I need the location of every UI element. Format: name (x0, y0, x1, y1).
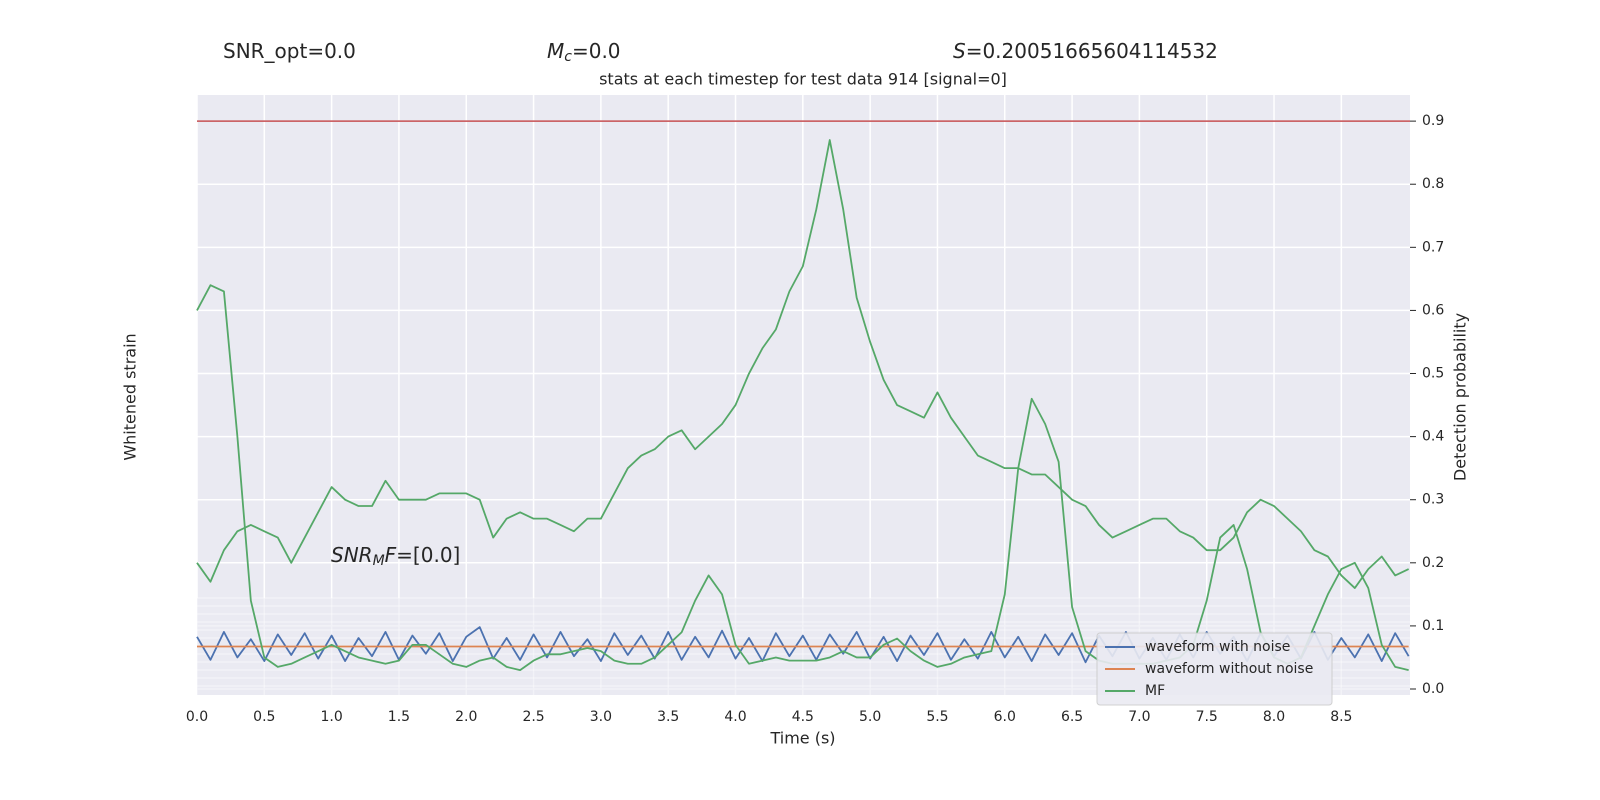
x-tick-label: 5.0 (859, 709, 881, 725)
y2-tick-label: 0.4 (1422, 429, 1444, 445)
annotation-part: =0.20051665604114532 (966, 39, 1218, 63)
x-tick-label: 7.5 (1196, 709, 1218, 725)
y2-tick-label: 0.3 (1422, 492, 1444, 508)
x-tick-label: 0.5 (253, 709, 275, 725)
x-tick-label: 8.0 (1263, 709, 1285, 725)
y2-tick-label: 0.9 (1422, 113, 1444, 129)
y2-tick-label: 0.0 (1422, 681, 1444, 697)
annotation: S=0.20051665604114532 (953, 39, 1218, 63)
annotation: Mc=0.0 (547, 39, 621, 66)
annotation-part: S (953, 39, 966, 63)
x-tick-label: 5.5 (926, 709, 948, 725)
legend-label: MF (1145, 683, 1165, 699)
probability-line (196, 139, 1410, 589)
legend-label: waveform with noise (1145, 639, 1290, 655)
x-tick-label: 7.0 (1128, 709, 1150, 725)
annotation-part: =[0.0] (396, 543, 460, 567)
annotation-part: SNR_opt=0.0 (223, 39, 356, 63)
x-tick-label: 8.5 (1330, 709, 1352, 725)
x-tick-label: 4.0 (724, 709, 746, 725)
y2-tick-label: 0.5 (1422, 366, 1444, 382)
series-line (196, 284, 1409, 671)
marks (196, 120, 1410, 671)
y2-tick-label: 0.1 (1422, 618, 1444, 634)
annotation-part: F (385, 543, 397, 567)
x-tick-label: 2.5 (522, 709, 544, 725)
x-tick-label: 6.5 (1061, 709, 1083, 725)
legend-box (1096, 632, 1333, 706)
x-tick-label: 3.5 (657, 709, 679, 725)
x-tick-label: 0.0 (186, 709, 208, 725)
y2-tick-label: 0.8 (1422, 176, 1444, 192)
x-tick-label: 3.0 (590, 709, 612, 725)
x-tick-label: 1.0 (320, 709, 342, 725)
x-tick-label: 1.5 (388, 709, 410, 725)
chart-title: stats at each timestep for test data 914… (599, 70, 1007, 89)
y2-tick-label: 0.6 (1422, 302, 1444, 318)
x-tick-label: 4.5 (792, 709, 814, 725)
x-axis-label: Time (s) (769, 729, 835, 748)
annotation-part: M (373, 553, 385, 569)
annotation-part: M (547, 39, 564, 63)
annotation: SNRMF=[0.0] (331, 543, 460, 570)
x-tick-label: 6.0 (994, 709, 1016, 725)
y2-axis-label: Detection probability (1451, 313, 1470, 481)
annotation-part: =0.0 (572, 39, 621, 63)
x-tick-label: 2.0 (455, 709, 477, 725)
y-axis-label: Whitened strain (121, 333, 140, 460)
y2-tick-label: 0.7 (1422, 239, 1444, 255)
labels: 0.0 0.5 1.0 1.5 2.0 2.5 3.0 3.5 4.0 4.5 5.0 5.5 6.0 6… (186, 39, 1444, 726)
legend-label: waveform without noise (1145, 661, 1313, 677)
annotation-part: SNR (331, 543, 373, 567)
annotation-part: c (564, 49, 572, 65)
y2-tick-label: 0.2 (1422, 555, 1444, 571)
annotation: SNR_opt=0.0 (223, 39, 356, 63)
